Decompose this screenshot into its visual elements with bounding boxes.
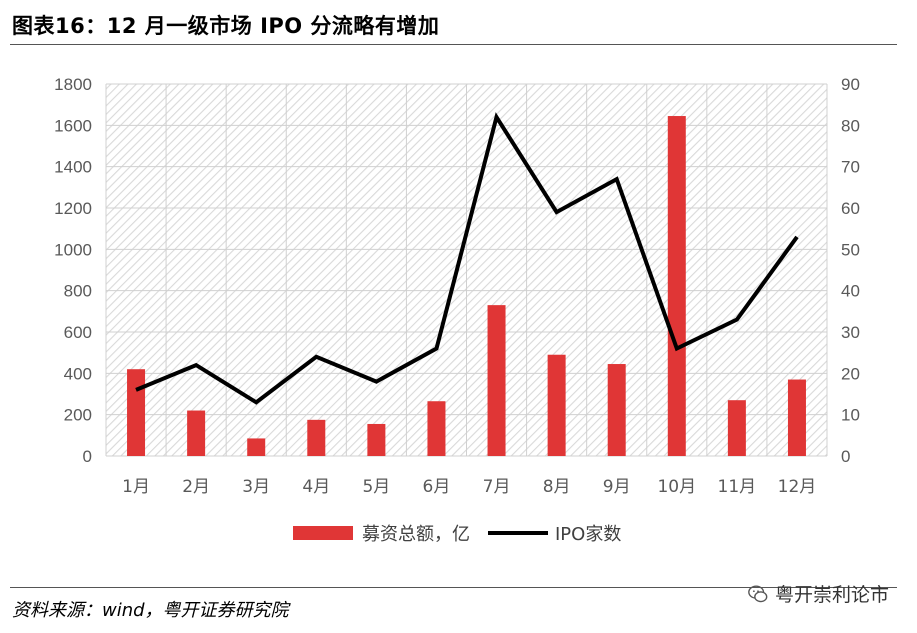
chart: 0 200 400 600 800 1000 1200 1400 1600 1800 0 10 20 3… bbox=[54, 75, 860, 545]
left-axis-tick-label: 1400 bbox=[54, 158, 92, 177]
left-axis-tick-label: 1600 bbox=[54, 116, 92, 135]
right-axis-tick-label: 10 bbox=[841, 406, 860, 425]
right-axis-tick-label: 20 bbox=[841, 364, 860, 383]
bar bbox=[187, 410, 206, 456]
right-axis-tick-label: 60 bbox=[841, 199, 860, 218]
bar bbox=[487, 305, 506, 456]
title-divider bbox=[10, 44, 897, 45]
bar bbox=[787, 379, 806, 456]
right-axis-tick-label: 30 bbox=[841, 323, 860, 342]
bar-series bbox=[127, 116, 806, 457]
x-axis-tick-label: 5月 bbox=[362, 477, 390, 497]
left-axis-tick-label: 400 bbox=[64, 364, 92, 383]
x-axis-tick-label: 11月 bbox=[718, 477, 757, 497]
x-axis-tick-label: 9月 bbox=[603, 477, 631, 497]
bar bbox=[667, 116, 686, 457]
left-axis-tick-label: 0 bbox=[83, 447, 92, 466]
series-line bbox=[135, 112, 799, 405]
bar bbox=[607, 364, 626, 456]
right-axis-tick-label: 50 bbox=[841, 240, 860, 259]
left-axis-tick-label: 800 bbox=[64, 282, 92, 301]
x-axis-tick-label: 10月 bbox=[657, 477, 696, 497]
left-axis-tick-label: 1200 bbox=[54, 199, 92, 218]
legend-label-bar: 募资总额，亿 bbox=[362, 524, 470, 545]
legend: 募资总额，亿 IPO家数 bbox=[293, 524, 621, 545]
right-axis-tick-label: 80 bbox=[841, 116, 860, 135]
right-axis-tick-label: 70 bbox=[841, 158, 860, 177]
watermark: 粤开崇利论市 bbox=[747, 580, 889, 607]
x-axis-tick-label: 1月 bbox=[122, 477, 150, 497]
bar bbox=[547, 354, 566, 456]
x-axis-tick-label: 8月 bbox=[543, 477, 571, 497]
legend-label-line: IPO家数 bbox=[555, 524, 621, 545]
watermark-text: 粤开崇利论市 bbox=[774, 584, 889, 606]
x-axis-tick-label: 12月 bbox=[778, 477, 817, 497]
left-axis-tick-label: 1800 bbox=[54, 75, 92, 94]
line-series bbox=[135, 112, 799, 405]
wechat-icon bbox=[748, 585, 768, 602]
figure-title: 图表16：12 月一级市场 IPO 分流略有增加 bbox=[12, 14, 440, 38]
gridlines bbox=[105, 83, 828, 457]
bar bbox=[727, 400, 746, 456]
bar bbox=[307, 419, 326, 456]
x-axis-ticks: 1月 2月 3月 4月 5月 6月 7月 8月 9月 10月 11月 12月 bbox=[122, 477, 816, 497]
x-axis-tick-label: 2月 bbox=[182, 477, 210, 497]
source-divider bbox=[10, 587, 897, 588]
left-axis-tick-label: 600 bbox=[64, 323, 92, 342]
bar bbox=[427, 401, 446, 456]
left-axis-ticks: 0 200 400 600 800 1000 1200 1400 1600 1800 bbox=[54, 75, 92, 466]
legend-swatch-bar bbox=[293, 526, 353, 540]
left-axis-tick-label: 200 bbox=[64, 406, 92, 425]
right-axis-tick-label: 40 bbox=[841, 282, 860, 301]
x-axis-tick-label: 6月 bbox=[423, 477, 451, 497]
x-axis-tick-label: 7月 bbox=[483, 477, 511, 497]
bar bbox=[247, 438, 266, 456]
source-note: 资料来源：wind，粤开证券研究院 bbox=[12, 600, 289, 621]
right-axis-tick-label: 90 bbox=[841, 75, 860, 94]
left-axis-tick-label: 1000 bbox=[54, 240, 92, 259]
bar bbox=[367, 423, 386, 456]
x-axis-tick-label: 4月 bbox=[302, 477, 330, 497]
right-axis-ticks: 0 10 20 30 40 50 60 70 80 90 bbox=[841, 75, 860, 466]
bar bbox=[127, 369, 146, 456]
x-axis-tick-label: 3月 bbox=[242, 477, 270, 497]
right-axis-tick-label: 0 bbox=[841, 447, 850, 466]
